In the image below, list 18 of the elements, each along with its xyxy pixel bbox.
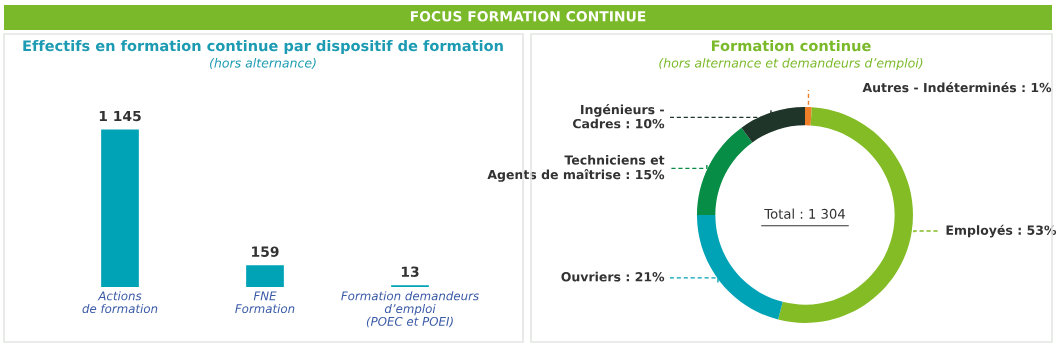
text: Total : 1 304 [764, 208, 845, 219]
chart-subtitle: (hors alternance) [210, 57, 316, 70]
slice-label: Ingénieurs - Cadres : 10% [572, 104, 665, 129]
data-label: 1 145 [99, 110, 141, 122]
slice-label: Employés : 53% [946, 224, 1056, 238]
chart-title: Effectifs en formation continue par dispositif de formation [23, 39, 503, 55]
chart-title: Formation continue [711, 39, 871, 52]
x-tick-label: Actions de formation [82, 291, 158, 314]
slice-label: Techniciens et Agents de maîtrise : 15% [487, 155, 665, 182]
chart-subtitle: (hors alternance et demandeurs d’emploi) [659, 57, 923, 71]
text: FOCUS FORMATION CONTINUE [410, 11, 646, 22]
slice-label: Ouvriers : 21% [561, 271, 665, 282]
donut-slice [805, 107, 812, 126]
slice-label: Autres - Indéterminés : 1% [862, 82, 1052, 93]
data-label: 159 [252, 246, 279, 257]
x-tick-label: FNE Formation [235, 291, 295, 314]
x-tick-label: Formation demandeurs d’emploi (POEC et POEI) [341, 291, 479, 328]
data-label: 13 [401, 266, 419, 277]
